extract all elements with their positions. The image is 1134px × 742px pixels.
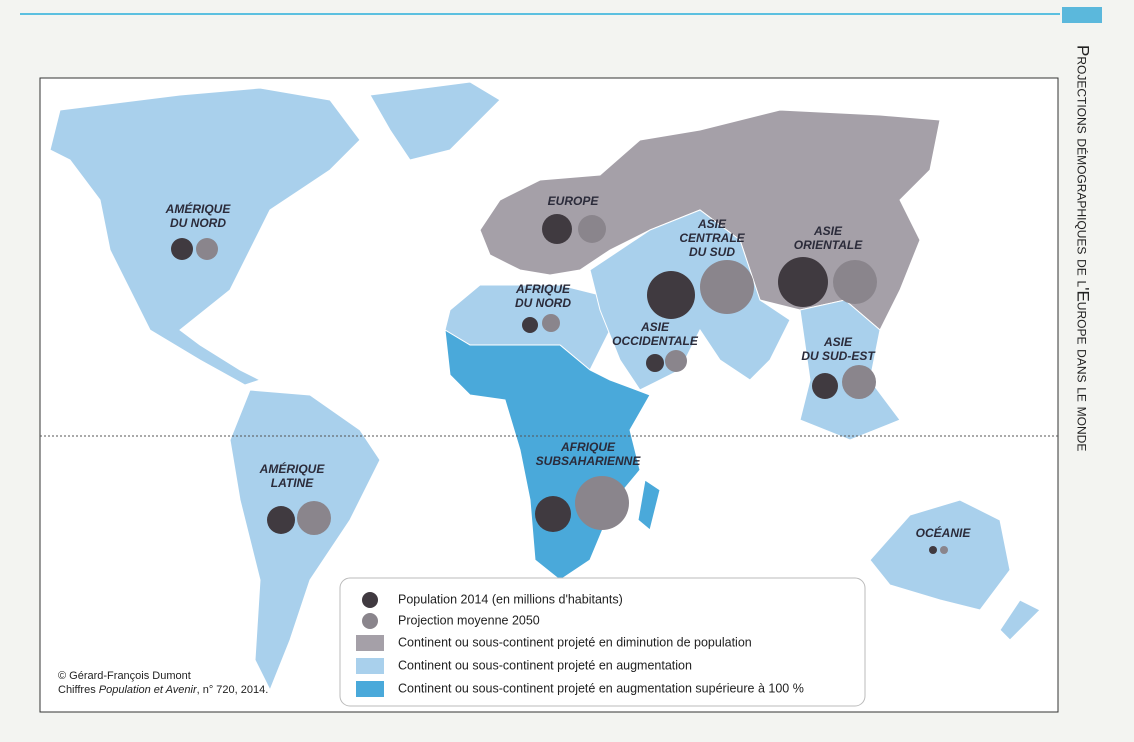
legend-swatch [356, 681, 384, 697]
pop-2050 [700, 260, 754, 314]
region-label: ASIE [697, 217, 727, 231]
legend-label: Continent ou sous-continent projeté en a… [398, 681, 804, 695]
pop-2050 [297, 501, 331, 535]
pop-2014 [171, 238, 193, 260]
side-title: Projections démographiques de l'Europe d… [1074, 45, 1093, 451]
region-label: OCÉANIE [916, 525, 972, 540]
population-circles [171, 214, 948, 554]
pop-2014 [929, 546, 937, 554]
region-label: CENTRALE [679, 231, 745, 245]
region-label: DU NORD [515, 296, 571, 310]
south-america [229, 389, 381, 692]
legend-label: Projection moyenne 2050 [398, 613, 540, 627]
pop-2014 [812, 373, 838, 399]
madagascar [637, 479, 661, 531]
region-label: ORIENTALE [794, 238, 863, 252]
pop-2050 [940, 546, 948, 554]
region-label: ASIE [813, 224, 843, 238]
legend-label: Continent ou sous-continent projeté en d… [398, 635, 752, 649]
pop-2014 [778, 257, 828, 307]
pop-2050 [833, 260, 877, 304]
credit-part: Chiffres [58, 684, 99, 696]
region-label: ASIE [823, 335, 853, 349]
legend-label: Continent ou sous-continent projeté en a… [398, 658, 692, 672]
pop-2014 [542, 214, 572, 244]
north-america [49, 87, 361, 386]
region-label: EUROPE [548, 194, 600, 208]
pop-2014 [647, 271, 695, 319]
region-label: SUBSAHARIENNE [536, 454, 642, 468]
pop-2050 [842, 365, 876, 399]
legend-swatch [362, 613, 378, 629]
pop-2050 [575, 476, 629, 530]
region-label: AMÉRIQUE [165, 201, 232, 216]
credit-part: , n° 720, 2014. [197, 684, 269, 696]
new-zealand [999, 599, 1041, 641]
region-label: DU NORD [170, 216, 226, 230]
pop-2050 [196, 238, 218, 260]
corner-tab [1062, 7, 1102, 23]
land [49, 81, 1041, 692]
credit-part: Population et Avenir [99, 684, 198, 696]
region-label: AMÉRIQUE [259, 461, 326, 476]
pop-2014 [522, 317, 538, 333]
credit: Chiffres Population et Avenir, n° 720, 2… [58, 684, 268, 696]
legend-swatch [356, 635, 384, 651]
region-label: LATINE [271, 476, 314, 490]
greenland [369, 81, 501, 161]
legend-swatch [356, 658, 384, 674]
pop-2050 [665, 350, 687, 372]
pop-2050 [542, 314, 560, 332]
region-label: AFRIQUE [560, 440, 616, 454]
pop-2014 [646, 354, 664, 372]
legend-swatch [362, 592, 378, 608]
region-label: AFRIQUE [515, 282, 571, 296]
pop-2014 [267, 506, 295, 534]
credit: © Gérard-François Dumont [58, 670, 191, 682]
pop-2050 [578, 215, 606, 243]
region-label: OCCIDENTALE [612, 334, 699, 348]
australia [869, 499, 1011, 611]
legend-label: Population 2014 (en millions d'habitants… [398, 592, 623, 606]
region-label: ASIE [640, 320, 670, 334]
legend-box [339, 577, 866, 707]
region-label: DU SUD [689, 245, 735, 259]
region-label: DU SUD-EST [801, 349, 876, 363]
pop-2014 [535, 496, 571, 532]
